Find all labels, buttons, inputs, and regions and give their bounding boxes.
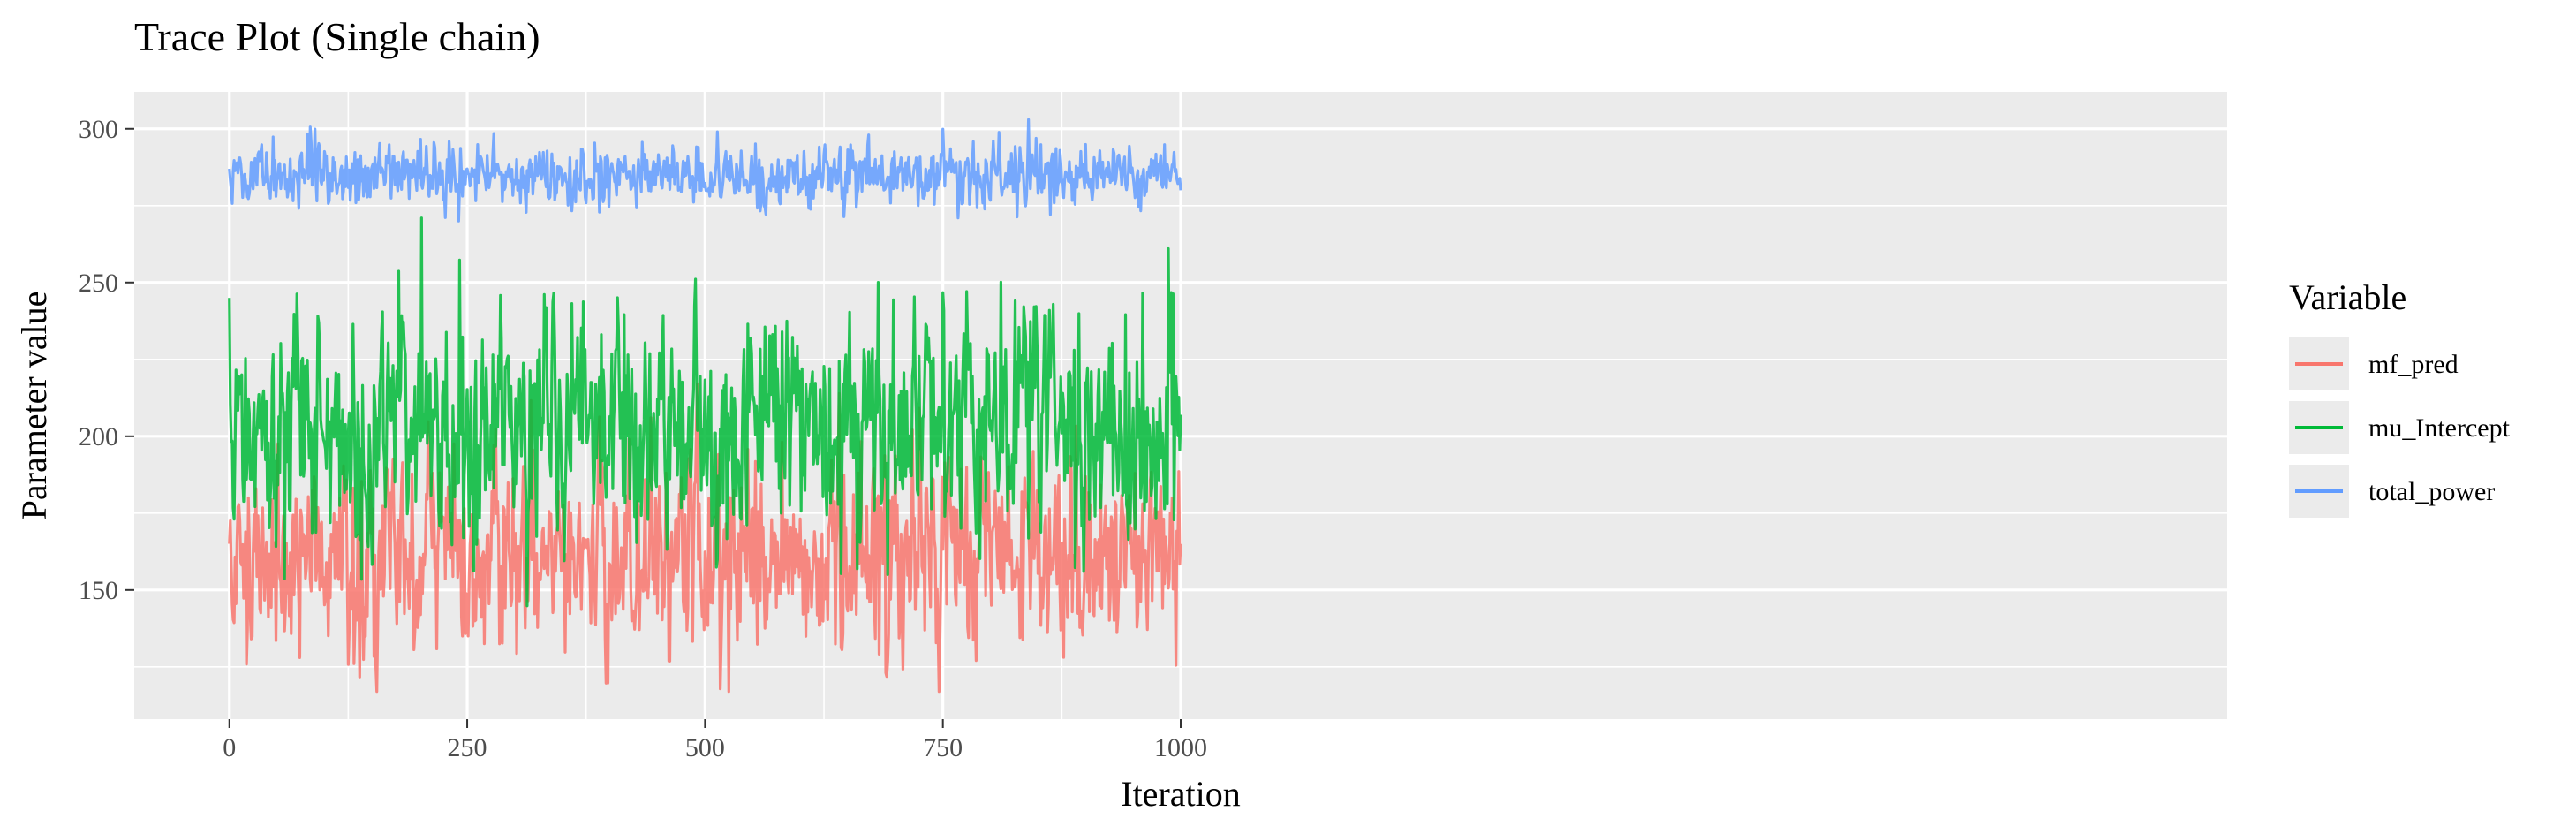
legend-title: Variable	[2289, 277, 2406, 317]
y-axis-title: Parameter value	[14, 292, 54, 520]
chart-title: Trace Plot (Single chain)	[134, 14, 540, 59]
x-tick-label: 0	[223, 733, 236, 762]
series-line-total-power	[228, 118, 1182, 223]
x-tick-label: 500	[685, 733, 725, 762]
x-tick-label: 1000	[1154, 733, 1207, 762]
legend: Variable mf_pred mu_Intercept total_power	[2289, 277, 2511, 518]
y-tick-label: 200	[79, 422, 118, 451]
x-tick-label: 750	[923, 733, 963, 762]
legend-item-total-power: total_power	[2289, 465, 2495, 518]
legend-label: mf_pred	[2368, 350, 2459, 379]
series-line-mf-pred	[228, 382, 1182, 694]
y-tick-label: 300	[79, 115, 118, 144]
y-axis: 150 200 250 300	[79, 115, 134, 605]
x-tick-label: 250	[448, 733, 487, 762]
legend-items: mf_pred mu_Intercept total_power	[2289, 337, 2511, 518]
y-tick-label: 250	[79, 269, 118, 298]
x-axis-title: Iteration	[1121, 774, 1241, 814]
legend-label: mu_Intercept	[2368, 413, 2511, 443]
series-layer	[228, 118, 1182, 694]
legend-item-mu-Intercept: mu_Intercept	[2289, 401, 2511, 454]
legend-label: total_power	[2368, 477, 2495, 506]
legend-item-mf-pred: mf_pred	[2289, 337, 2459, 390]
plot-panel	[134, 92, 2227, 719]
y-tick-label: 150	[79, 576, 118, 605]
x-axis: 0 250 500 750 1000	[223, 719, 1207, 762]
series-line-mu-Intercept	[228, 216, 1182, 608]
